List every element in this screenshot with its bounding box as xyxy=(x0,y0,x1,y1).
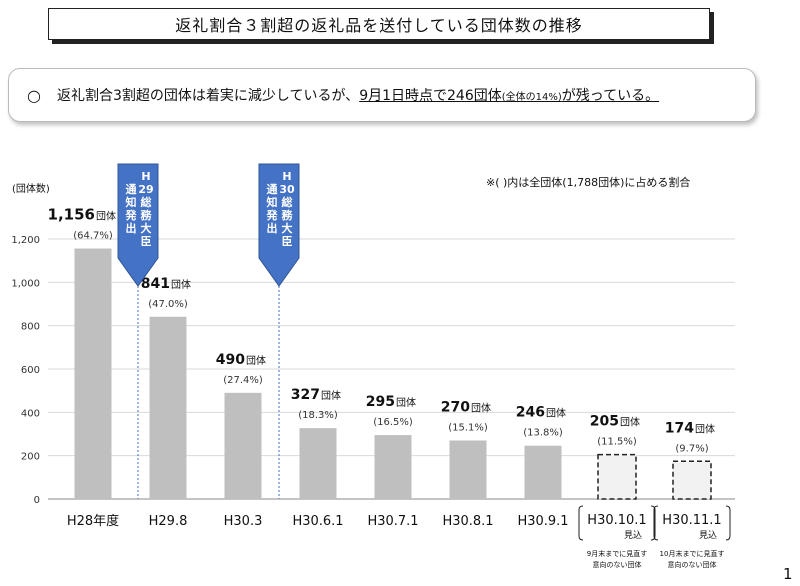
notice-callout xyxy=(117,163,159,287)
percent-label: (47.0%) xyxy=(148,299,188,310)
category-sublabel: 見込 xyxy=(624,530,642,541)
percent-label: (27.4%) xyxy=(223,375,263,386)
percent-label: (64.7%) xyxy=(73,231,113,242)
bullet-circle: ○ xyxy=(27,85,41,105)
category-label: H30.11.1 xyxy=(662,513,721,528)
value-label: 1,156 xyxy=(48,206,95,224)
projected-bar xyxy=(597,453,637,500)
unit-label: 団体 xyxy=(471,403,491,415)
unit-label: 団体 xyxy=(546,408,566,420)
unit-label: 団体 xyxy=(96,211,116,223)
bar xyxy=(299,428,337,499)
summary-text-1: 返礼割合3割超の団体は着実に減少しているが、 xyxy=(56,88,360,104)
y-tick-label: 200 xyxy=(21,452,40,463)
summary-box: ○ 返礼割合3割超の団体は着実に減少しているが、 9月1日時点で246団体(全体… xyxy=(8,68,756,122)
unit-label: 団体 xyxy=(396,397,416,409)
callout-char: 知 xyxy=(125,195,137,209)
y-tick-label: 600 xyxy=(21,365,40,376)
percent-label: (15.1%) xyxy=(448,423,488,434)
percent-label: (18.3%) xyxy=(298,410,338,421)
y-axis-label: (団体数) xyxy=(12,184,50,195)
page-number: 1 xyxy=(783,565,793,583)
bar xyxy=(74,248,112,499)
bar xyxy=(374,435,412,499)
y-tick-label: 1,000 xyxy=(11,278,40,289)
y-tick-label: 400 xyxy=(21,408,40,419)
bracket-right xyxy=(725,505,731,541)
unit-label: 団体 xyxy=(321,390,341,402)
y-tick-label: 1,200 xyxy=(11,235,40,246)
percent-label: (16.5%) xyxy=(373,417,413,428)
category-label: H30.6.1 xyxy=(292,514,343,529)
category-sublabel: 見込 xyxy=(699,530,717,541)
callout-char: H xyxy=(141,170,150,183)
summary-text-3: (全体の14%) xyxy=(501,92,562,103)
unit-label: 団体 xyxy=(695,423,715,435)
percent-label: (11.5%) xyxy=(597,437,637,448)
percent-label: (13.8%) xyxy=(523,428,563,439)
callout-char: 出 xyxy=(126,221,137,235)
callout-char: 臣 xyxy=(282,235,293,248)
value-label: 841 xyxy=(141,276,170,292)
footnote-line: 10月末までに見直す xyxy=(660,549,725,558)
value-label: 295 xyxy=(366,394,395,410)
value-label: 205 xyxy=(590,414,619,430)
category-label: H30.10.1 xyxy=(587,513,646,528)
unit-label: 団体 xyxy=(246,355,266,367)
callout-char: 通 xyxy=(267,183,278,196)
unit-label: 団体 xyxy=(171,279,191,291)
bar xyxy=(224,392,262,499)
callout-char: 臣 xyxy=(141,235,152,248)
footnote-line: 9月末までに見直す xyxy=(587,549,647,558)
callout-char: 発 xyxy=(266,208,279,222)
y-tick-label: 0 xyxy=(34,495,40,506)
notice-callout xyxy=(258,163,300,287)
callout-char: 大 xyxy=(282,221,293,235)
percent-label: (9.7%) xyxy=(675,443,708,454)
callout-char: 大 xyxy=(141,221,152,235)
bar xyxy=(149,316,187,499)
bar xyxy=(449,440,487,499)
value-label: 327 xyxy=(291,387,320,403)
value-label: 174 xyxy=(665,420,694,436)
callout-char: 30 xyxy=(279,183,295,196)
callout-char: 29 xyxy=(138,183,153,196)
bracket-right xyxy=(650,505,656,541)
category-label: H30.8.1 xyxy=(442,514,493,529)
callout-char: 発 xyxy=(125,208,138,222)
summary-highlight: 9月1日時点で246団体(全体の14%)が残っている。 xyxy=(359,85,659,105)
value-label: 490 xyxy=(216,352,245,368)
category-label: H30.3 xyxy=(224,514,263,529)
footnote-line: 意向のない団体 xyxy=(668,560,717,569)
y-tick-label: 800 xyxy=(21,322,40,333)
callout-char: 出 xyxy=(267,221,278,235)
page-title: 返礼割合３割超の返礼品を送付している団体数の推移 xyxy=(48,8,710,40)
footnote-line: 意向のない団体 xyxy=(593,560,642,569)
category-label: H30.9.1 xyxy=(517,514,568,529)
value-label: 270 xyxy=(441,400,470,416)
callout-char: 総 xyxy=(141,195,152,209)
projected-bar xyxy=(672,460,712,500)
callout-char: 知 xyxy=(266,195,278,209)
bracket-left xyxy=(578,505,584,541)
category-label: H30.7.1 xyxy=(367,514,418,529)
ratio-note: ※( )内は全団体(1,788団体)に占める割合 xyxy=(486,176,691,189)
unit-label: 団体 xyxy=(620,417,640,429)
summary-text-4: が残っている。 xyxy=(561,88,660,104)
callout-char: H xyxy=(282,170,291,183)
callout-char: 務 xyxy=(282,208,294,222)
category-label: H29.8 xyxy=(149,514,188,529)
bar xyxy=(524,445,562,499)
callout-char: 務 xyxy=(141,208,153,222)
callout-char: 通 xyxy=(126,183,137,196)
summary-text-2: 9月1日時点で246団体 xyxy=(359,88,502,104)
category-label: H28年度 xyxy=(67,513,119,529)
value-label: 246 xyxy=(516,405,545,421)
bracket-left xyxy=(653,505,659,541)
callout-char: 総 xyxy=(282,195,293,209)
